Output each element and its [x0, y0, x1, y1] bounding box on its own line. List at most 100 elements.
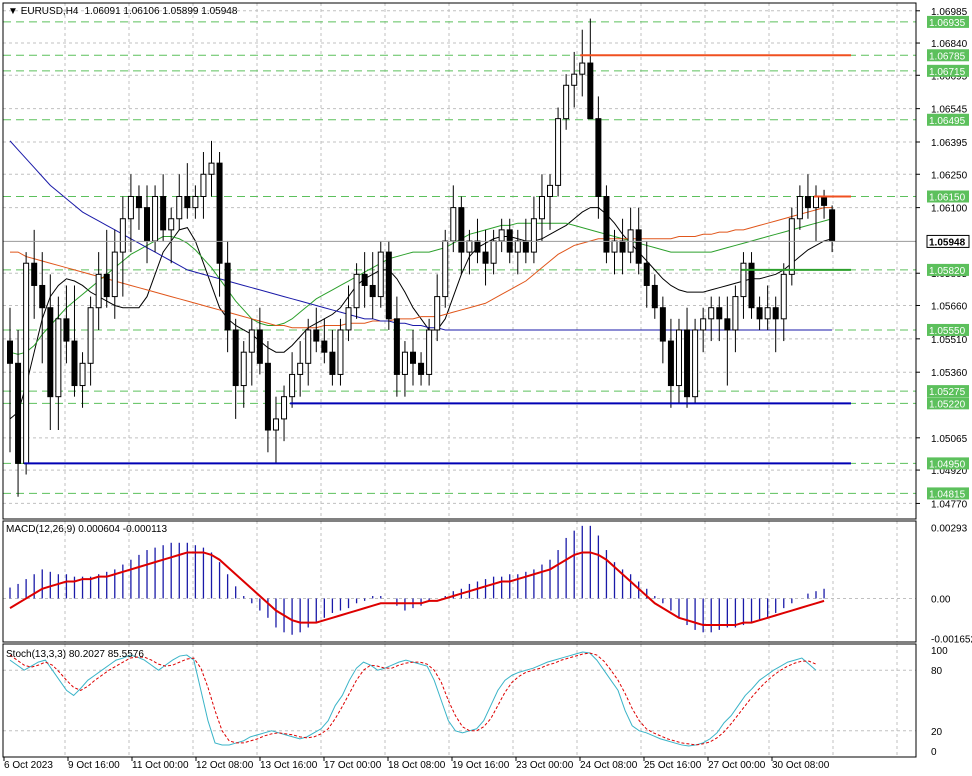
price-tick-label: 1.05510: [931, 335, 968, 346]
candle-body: [31, 262, 38, 286]
candle: [345, 285, 352, 342]
candle: [740, 252, 747, 319]
candle-body: [643, 262, 650, 286]
candle: [168, 207, 175, 264]
candle-body: [144, 207, 151, 242]
candle-body: [813, 196, 819, 209]
candle: [321, 318, 328, 364]
candle-body: [305, 329, 312, 364]
level-price-label: 1.06785: [929, 51, 966, 62]
candle-body: [651, 284, 658, 309]
candle-body: [7, 340, 13, 364]
stoch-tick-label: 0: [931, 747, 937, 758]
candle: [329, 329, 336, 386]
candle-body: [200, 173, 207, 197]
level-price-label: 1.06935: [929, 18, 966, 29]
candle: [498, 218, 505, 253]
candle: [796, 185, 803, 230]
level-price-box: [927, 397, 969, 410]
candle-body: [603, 196, 610, 253]
candle: [627, 207, 634, 264]
candle: [281, 385, 288, 442]
candle: [579, 29, 586, 97]
candle-body: [272, 418, 279, 431]
candle: [289, 352, 296, 408]
macd-signal-line: [9, 551, 825, 627]
candle: [821, 189, 828, 219]
level-price-box: [927, 15, 969, 28]
candle-body: [595, 118, 602, 197]
candle-body: [684, 329, 691, 398]
candle: [313, 307, 320, 353]
candle-body: [522, 240, 529, 253]
x-tick-label: 13 Oct 16:00: [260, 760, 318, 771]
x-tick-label: 17 Oct 00:00: [324, 760, 382, 771]
macd-panel: [9, 525, 825, 635]
candle: [240, 341, 247, 408]
level-price-box: [927, 487, 969, 500]
stoch-tick-label: 20: [931, 727, 943, 738]
level-price-box: [927, 49, 969, 62]
stoch-title: Stoch(13,3,3) 80.2027 85.5576: [6, 649, 144, 660]
candle-body: [329, 351, 336, 375]
candle-body: [619, 240, 626, 253]
candle: [530, 196, 537, 264]
candle: [603, 185, 610, 264]
candle-body: [659, 307, 666, 342]
level-price-label: 1.05220: [929, 399, 966, 410]
candle: [256, 307, 263, 375]
candle: [297, 341, 304, 397]
candle-body: [168, 218, 175, 231]
level-price-label: 1.04815: [929, 489, 966, 500]
candle: [538, 174, 545, 241]
candle-body: [15, 362, 22, 464]
candle: [756, 296, 763, 330]
dropdown-triangle-icon[interactable]: ▼: [8, 6, 21, 17]
x-tick-label: 12 Oct 08:00: [196, 760, 254, 771]
candle-body: [240, 351, 247, 387]
candle-body: [692, 329, 699, 398]
candle-body: [563, 84, 570, 120]
candle-body: [530, 218, 537, 253]
candle-body: [361, 273, 368, 286]
level-price-label: 1.05550: [929, 326, 966, 337]
candle: [23, 252, 30, 475]
candle-body: [401, 351, 408, 375]
stoch-signal-line: [9, 652, 817, 746]
candle: [208, 140, 215, 197]
level-price-label: 1.06495: [929, 116, 966, 127]
candle-body: [498, 229, 505, 242]
candle-body: [297, 362, 304, 375]
candle: [103, 229, 110, 308]
x-tick-label: 9 Oct 16:00: [68, 760, 120, 771]
candle: [804, 174, 811, 219]
chart-header: ▼ EURUSD,H4 1.06091 1.06106 1.05899 1.059…: [8, 6, 238, 17]
candle: [692, 318, 699, 404]
candle-body: [281, 396, 288, 420]
candle: [434, 274, 441, 342]
x-tick-label: 6 Oct 2023: [4, 760, 53, 771]
x-tick-label: 19 Oct 16:00: [452, 760, 510, 771]
candle-body: [160, 196, 167, 231]
candle: [39, 252, 46, 364]
candle: [369, 252, 376, 319]
candle: [272, 396, 279, 464]
candle: [466, 229, 473, 275]
candle-body: [410, 351, 416, 364]
candle: [71, 285, 78, 397]
candle: [361, 252, 368, 308]
candle: [563, 74, 570, 130]
candle-body: [248, 329, 255, 353]
candle-body: [152, 196, 159, 242]
macd-frame: [2, 520, 917, 643]
candle: [144, 185, 151, 264]
candle: [192, 185, 199, 219]
level-price-box: [927, 190, 969, 203]
candle-body: [756, 307, 763, 320]
candle: [547, 174, 554, 230]
candle: [7, 307, 13, 453]
stoch-tick-label: 100: [931, 646, 948, 657]
candle-body: [434, 296, 441, 331]
candle-body: [289, 373, 296, 398]
